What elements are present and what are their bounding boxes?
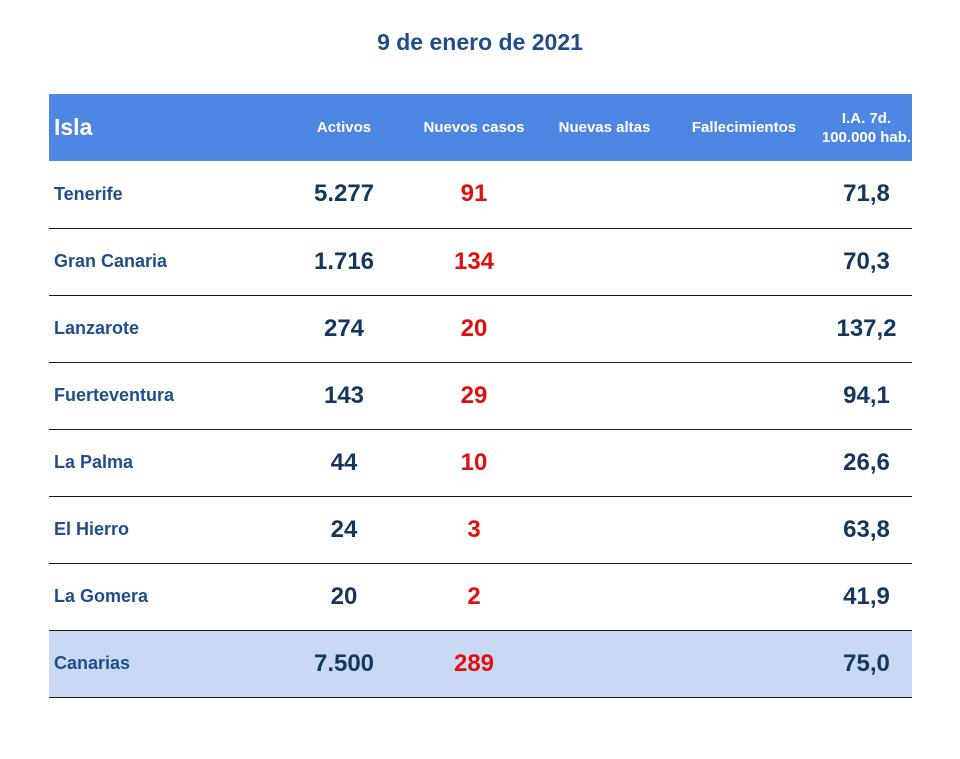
cell-isla: Tenerife: [54, 183, 123, 204]
cell-activos: 44: [330, 448, 358, 476]
header-ia: I.A. 7d. 100.000 hab.: [821, 94, 912, 161]
cell-activos: 20: [330, 582, 358, 610]
cell-fallecimientos: [667, 362, 821, 429]
cell-fallecimientos: [667, 295, 821, 362]
table-row: Lanzarote 274 20 137,2: [49, 295, 912, 362]
cell-activos: 5.277: [313, 180, 375, 208]
cell-nuevas-altas: [542, 295, 667, 362]
table-header-row: Isla Activos Nuevos casos Nuevas altas F…: [49, 94, 912, 161]
cell-nuevas-altas: [542, 563, 667, 630]
total-row: Canarias 7.500 289 75,0: [49, 630, 912, 697]
cell-activos: 274: [323, 314, 365, 342]
table-row: Tenerife 5.277 91 71,8: [49, 161, 912, 228]
cell-isla: Gran Canaria: [54, 251, 168, 271]
header-isla: Isla: [54, 114, 93, 140]
header-ia-line2: 100.000 hab.: [821, 128, 912, 146]
cell-nuevos-casos: 10: [460, 448, 488, 476]
cell-nuevas-altas: [542, 228, 667, 295]
cell-fallecimientos: [667, 228, 821, 295]
header-ia-line1: I.A. 7d.: [841, 109, 892, 127]
cell-nuevos-casos: 29: [460, 381, 488, 409]
cell-activos: 143: [323, 381, 365, 409]
cell-isla: La Gomera: [54, 586, 149, 606]
cell-nuevas-altas: [542, 630, 667, 697]
header-nuevas-altas: Nuevas altas: [558, 119, 651, 136]
cell-nuevas-altas: [542, 429, 667, 496]
cell-ia: 70,3: [843, 247, 890, 275]
cell-activos: 7.500: [313, 649, 375, 677]
header-activos: Activos: [316, 119, 372, 136]
cell-nuevos-casos: 20: [460, 314, 488, 342]
cell-fallecimientos: [667, 161, 821, 228]
page-title: 9 de enero de 2021: [377, 29, 583, 55]
table-row: Fuerteventura 143 29 94,1: [49, 362, 912, 429]
cell-ia: 41,9: [843, 582, 890, 610]
cell-nuevos-casos: 289: [453, 649, 495, 677]
table-row: El Hierro 24 3 63,8: [49, 496, 912, 563]
cell-fallecimientos: [667, 496, 821, 563]
cell-isla: Lanzarote: [54, 318, 140, 338]
cell-nuevos-casos: 134: [453, 247, 495, 275]
cell-ia: 94,1: [843, 381, 890, 409]
cell-ia: 71,8: [843, 180, 890, 208]
cell-isla: Canarias: [54, 653, 131, 673]
cell-activos: 24: [330, 515, 358, 543]
covid-table: Isla Activos Nuevos casos Nuevas altas F…: [49, 94, 912, 698]
cell-nuevos-casos: 91: [460, 180, 488, 208]
cell-activos: 1.716: [313, 247, 375, 275]
cell-ia: 75,0: [843, 649, 890, 677]
cell-fallecimientos: [667, 563, 821, 630]
cell-isla: El Hierro: [54, 519, 130, 539]
cell-ia: 137,2: [836, 314, 897, 342]
table-row: La Gomera 20 2 41,9: [49, 563, 912, 630]
cell-fallecimientos: [667, 429, 821, 496]
cell-nuevas-altas: [542, 496, 667, 563]
table-row: Gran Canaria 1.716 134 70,3: [49, 228, 912, 295]
cell-isla: La Palma: [54, 452, 134, 472]
cell-nuevas-altas: [542, 362, 667, 429]
cell-isla: Fuerteventura: [54, 385, 175, 405]
cell-ia: 63,8: [843, 515, 890, 543]
cell-nuevos-casos: 3: [467, 515, 481, 543]
header-nuevos-casos: Nuevos casos: [423, 119, 525, 136]
cell-ia: 26,6: [843, 448, 890, 476]
cell-nuevas-altas: [542, 161, 667, 228]
header-fallecimientos: Fallecimientos: [691, 119, 797, 136]
table-row: La Palma 44 10 26,6: [49, 429, 912, 496]
cell-nuevos-casos: 2: [467, 582, 481, 610]
cell-fallecimientos: [667, 630, 821, 697]
